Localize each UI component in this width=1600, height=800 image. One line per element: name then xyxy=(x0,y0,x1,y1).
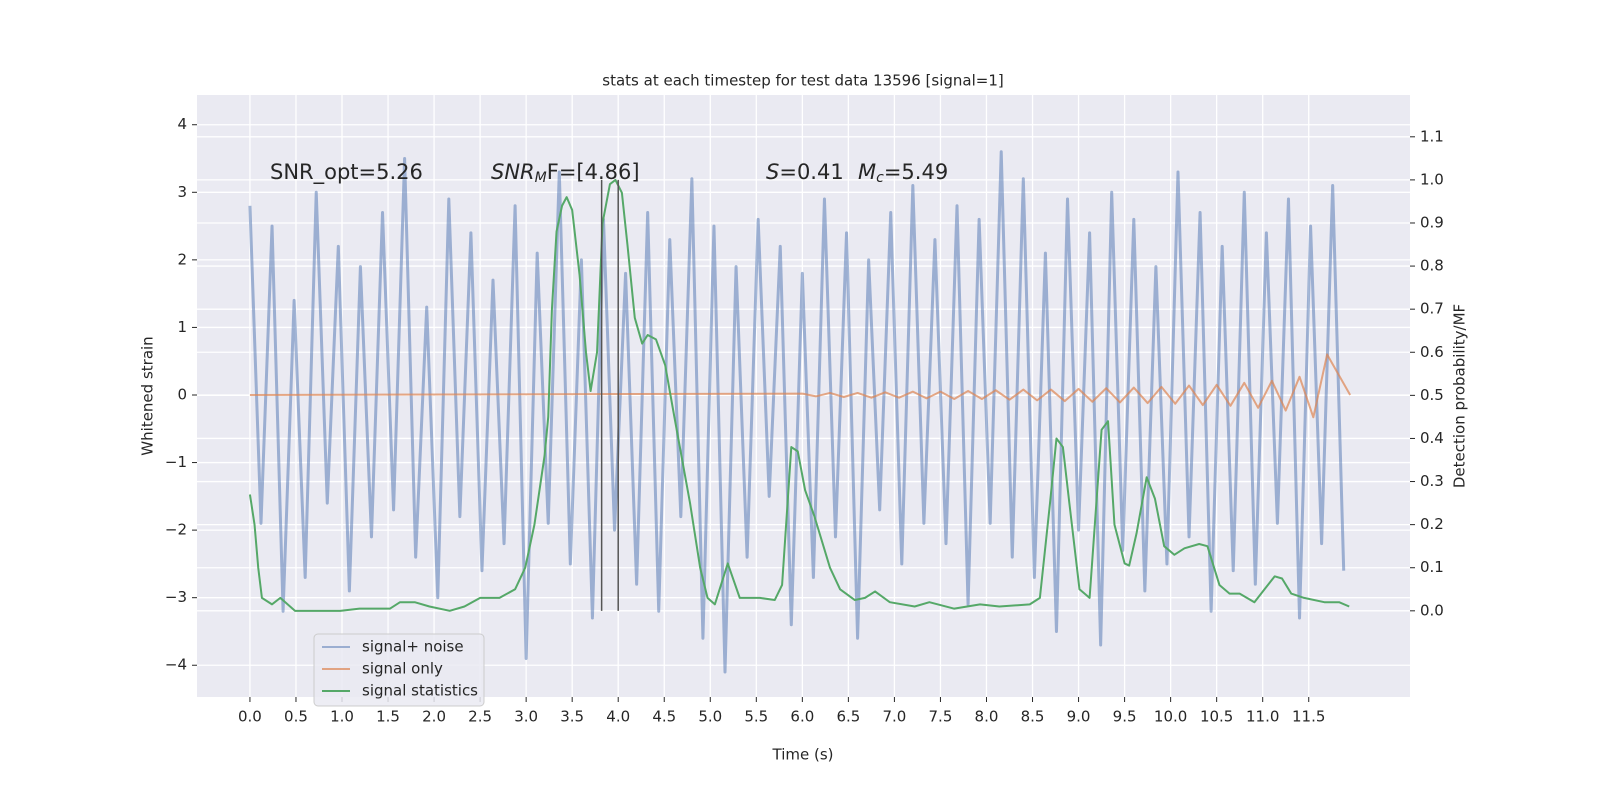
y2-tick-label: 0.8 xyxy=(1420,257,1444,275)
annotation-part: F=[4.86] xyxy=(547,160,640,184)
y2-tick-label: 0.0 xyxy=(1420,601,1444,619)
x-tick-label: 11.0 xyxy=(1246,708,1279,726)
annotation: SNR_opt=5.26 xyxy=(270,160,423,185)
y2-tick-label: 0.3 xyxy=(1420,472,1444,490)
y2-tick-label: 0.1 xyxy=(1420,558,1444,576)
x-tick-label: 10.0 xyxy=(1154,708,1187,726)
y2-tick-label: 0.7 xyxy=(1420,300,1444,318)
y-tick-label: −4 xyxy=(165,656,187,674)
annotation: Mc=5.49 xyxy=(858,160,948,186)
x-tick-label: 4.0 xyxy=(606,708,630,726)
annotation-part: M xyxy=(858,160,876,184)
x-tick-label: 0.5 xyxy=(284,708,308,726)
x-tick-label: 6.5 xyxy=(836,708,860,726)
annotation-part: SNR xyxy=(491,160,535,184)
x-tick-label: 7.5 xyxy=(929,708,953,726)
y-tick-label: −2 xyxy=(165,521,187,539)
x-tick-label: 6.0 xyxy=(790,708,814,726)
annotation-part: M xyxy=(535,170,547,186)
x-tick-label: 9.5 xyxy=(1113,708,1137,726)
y-tick-label: 3 xyxy=(177,183,187,201)
annotation-part: =0.41 xyxy=(779,160,843,184)
x-tick-label: 5.5 xyxy=(744,708,768,726)
x-tick-label: 9.0 xyxy=(1067,708,1091,726)
x-tick-label: 1.5 xyxy=(376,708,400,726)
x-tick-label: 7.0 xyxy=(882,708,906,726)
y-tick-label: −1 xyxy=(165,453,187,471)
legend-label: signal statistics xyxy=(362,682,478,700)
legend-label: signal+ noise xyxy=(362,638,464,656)
y2-tick-label: 0.4 xyxy=(1420,429,1444,447)
x-tick-label: 2.5 xyxy=(468,708,492,726)
y-tick-label: 1 xyxy=(177,318,187,336)
x-tick-label: 8.0 xyxy=(975,708,999,726)
x-tick-label: 8.5 xyxy=(1021,708,1045,726)
y2-tick-label: 0.5 xyxy=(1420,386,1444,404)
annotation: SNRMF=[4.86] xyxy=(491,160,640,186)
x-tick-label: 11.5 xyxy=(1292,708,1325,726)
y-tick-label: 4 xyxy=(177,115,187,133)
y-tick-label: −3 xyxy=(165,588,187,606)
annotation-part: S xyxy=(766,160,779,184)
x-tick-label: 5.0 xyxy=(698,708,722,726)
y2-axis-label: Detection probability/MF xyxy=(1451,304,1469,488)
x-tick-label: 0.0 xyxy=(238,708,262,726)
chart-title: stats at each timestep for test data 135… xyxy=(602,72,1003,90)
y2-tick-label: 0.2 xyxy=(1420,515,1444,533)
x-tick-label: 3.5 xyxy=(560,708,584,726)
y2-tick-label: 0.6 xyxy=(1420,343,1444,361)
x-tick-label: 1.0 xyxy=(330,708,354,726)
annotation: S=0.41 xyxy=(766,160,844,184)
annotation-part: SNR_opt=5.26 xyxy=(270,160,423,185)
y-tick-label: 2 xyxy=(177,250,187,268)
series-line xyxy=(248,150,1346,674)
x-axis-label: Time (s) xyxy=(772,746,834,764)
series-line xyxy=(249,353,1352,419)
annotation-part: c xyxy=(876,170,884,186)
x-tick-label: 4.5 xyxy=(652,708,676,726)
y-axis-label: Whitened strain xyxy=(139,336,157,455)
y-tick-label: 0 xyxy=(177,385,187,403)
y2-tick-label: 0.9 xyxy=(1420,213,1444,231)
y2-tick-label: 1.0 xyxy=(1420,170,1444,188)
x-tick-label: 3.0 xyxy=(514,708,538,726)
legend-box xyxy=(313,633,485,707)
x-tick-label: 10.5 xyxy=(1200,708,1233,726)
legend-label: signal only xyxy=(362,660,443,678)
y2-tick-label: 1.1 xyxy=(1420,127,1444,145)
series-line xyxy=(248,178,1350,612)
annotation-part: =5.49 xyxy=(884,160,948,184)
x-tick-label: 2.0 xyxy=(422,708,446,726)
